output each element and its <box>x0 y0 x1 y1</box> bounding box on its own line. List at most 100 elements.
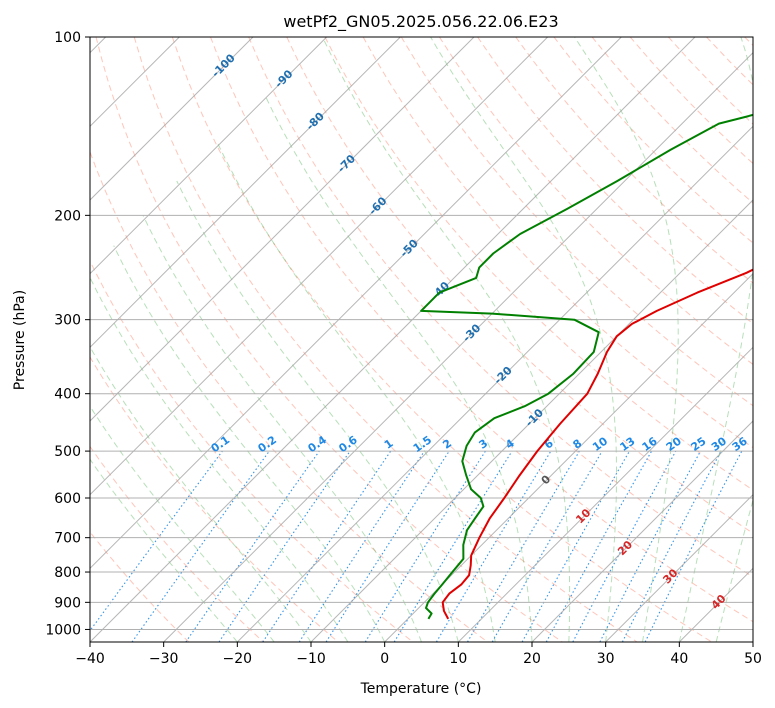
mixing-ratio-line <box>572 450 677 642</box>
dry-adiabat <box>553 37 753 244</box>
background-labels: 0.1 0.2 0.4 0.6 1 1.5 2 3 4 6 8 10 13 16 20 25 30 36-100-… <box>209 51 750 612</box>
dry-adiabat <box>744 37 753 47</box>
isotherm-line <box>90 37 696 642</box>
isotherm-line <box>384 272 753 642</box>
dry-adiabat <box>438 37 753 366</box>
x-tick-label: 50 <box>744 651 762 667</box>
y-tick-label: 500 <box>54 444 81 460</box>
x-tick-label: −20 <box>223 651 253 667</box>
y-tick-label: 200 <box>54 208 81 224</box>
isotherm-line <box>90 37 328 275</box>
x-tick-label: 40 <box>670 651 688 667</box>
moist-adiabat <box>264 94 533 642</box>
moist-adiabat <box>90 276 349 642</box>
x-tick-label: −10 <box>296 651 326 667</box>
y-tick-label: 900 <box>54 595 81 611</box>
dry-adiabat <box>133 37 638 642</box>
dry-adiabat <box>706 37 753 86</box>
mixing-ratio-label: 0.4 <box>306 433 330 455</box>
y-tick-label: 300 <box>54 313 81 329</box>
moist-adiabat <box>142 215 422 642</box>
isotherm-line <box>457 346 753 642</box>
isotherm-line <box>310 199 753 642</box>
y-tick-label: 1000 <box>45 622 81 638</box>
mixing-ratio-line <box>185 450 320 642</box>
mixing-ratio-line <box>298 450 425 642</box>
mixing-ratio-line <box>262 450 392 642</box>
moist-adiabat <box>678 37 753 642</box>
isotherm-line <box>90 37 622 570</box>
mixing-ratio-label: 2 <box>440 437 454 452</box>
x-tick-label: 10 <box>449 651 467 667</box>
dry-adiabat <box>324 37 753 491</box>
mixing-ratio-line <box>90 450 223 632</box>
moist-adiabat <box>90 345 312 642</box>
y-tick-label: 800 <box>54 565 81 581</box>
pressure-gridlines <box>90 37 753 630</box>
moist-adiabat <box>216 141 496 642</box>
chart-title: wetPf2_GN05.2025.056.22.06.E23 <box>283 12 558 32</box>
isotherm-line <box>163 51 753 642</box>
moist-adiabat <box>90 458 238 642</box>
dry-adiabat <box>90 356 339 642</box>
moist-adiabat <box>574 37 679 642</box>
isotherm-line <box>90 37 549 496</box>
plot-frame <box>89 36 754 643</box>
isotherm-line <box>605 493 753 642</box>
mixing-ratio-label: 0.1 <box>209 433 232 455</box>
dry-adiabat <box>90 445 264 642</box>
dry-adiabat <box>248 37 753 578</box>
moist-adiabat <box>113 245 386 642</box>
mixing-ratio-line <box>325 450 450 642</box>
moist-adiabat <box>90 405 275 642</box>
dry-adiabat <box>477 37 753 325</box>
dry-adiabat <box>90 150 488 642</box>
isotherm-line <box>752 641 753 642</box>
moist-adiabat <box>715 498 753 642</box>
background-lines <box>90 37 753 642</box>
mixing-ratio-line <box>467 450 580 642</box>
isotherm-line <box>90 37 475 422</box>
temperature-profile-line <box>441 268 753 620</box>
dry-adiabat <box>90 259 414 642</box>
isotherm-line <box>90 37 254 201</box>
moist-adiabat <box>430 37 617 642</box>
dry-adiabat <box>668 37 753 125</box>
mixing-ratio-label: 1.5 <box>411 433 434 455</box>
x-tick-label: −30 <box>149 651 179 667</box>
isotherm-line <box>236 125 753 642</box>
dry-adiabat <box>95 37 563 642</box>
y-tick-label: 600 <box>54 491 81 507</box>
moist-adiabat <box>322 37 571 642</box>
x-axis-ticks: −40 −30 −20 −10 0 10 20 30 40 50 <box>75 642 762 667</box>
moist-adiabat <box>176 180 459 642</box>
mixing-ratio-line <box>435 450 552 642</box>
mixing-ratio-line <box>644 450 743 642</box>
isotherm-label: 10 <box>573 506 593 526</box>
mixing-ratio-label: 0.6 <box>336 433 360 455</box>
mixing-ratio-line <box>218 450 351 642</box>
mixing-ratio-line <box>521 450 630 642</box>
mixing-ratio-line <box>131 450 270 642</box>
x-tick-label: 30 <box>597 651 615 667</box>
y-tick-label: 100 <box>54 30 81 46</box>
x-tick-label: 0 <box>380 651 389 667</box>
profile-series <box>420 113 753 620</box>
y-axis-ticks: 100 200 300 400 500 600 700 800 900 1000 <box>45 30 90 638</box>
x-tick-label: 20 <box>523 651 541 667</box>
y-axis-title: Pressure (hPa) <box>12 290 28 390</box>
dewpoint-profile-line <box>420 113 753 620</box>
isotherm-line <box>678 567 753 642</box>
isotherm-line <box>90 37 401 349</box>
isotherm-line <box>531 420 753 642</box>
x-axis-title: Temperature (°C) <box>360 681 482 697</box>
x-tick-label: −40 <box>75 651 105 667</box>
y-tick-label: 700 <box>54 531 81 547</box>
mixing-ratio-line <box>599 450 701 642</box>
y-tick-label: 400 <box>54 387 81 403</box>
mixing-ratio-label: 4 <box>503 437 517 452</box>
mixing-ratio-line <box>545 450 653 642</box>
dry-adiabat <box>90 531 190 642</box>
